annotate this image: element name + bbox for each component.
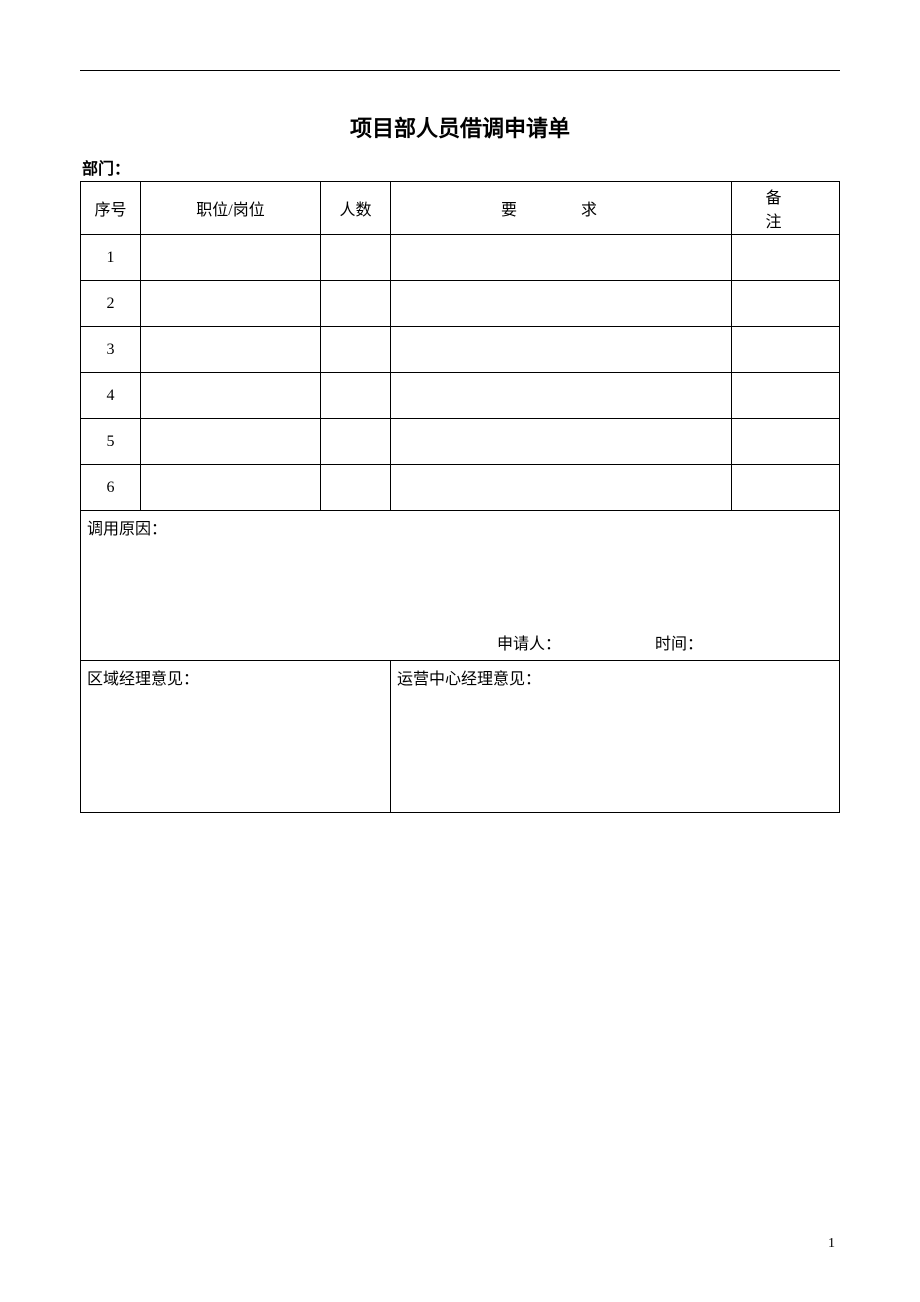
cell-note bbox=[732, 465, 840, 511]
cell-count bbox=[321, 373, 391, 419]
operations-manager-opinion-label: 运营中心经理意见： bbox=[397, 671, 541, 688]
header-divider bbox=[80, 70, 840, 71]
operations-manager-opinion-cell: 运营中心经理意见： bbox=[391, 661, 840, 813]
cell-note bbox=[732, 281, 840, 327]
cell-requirement bbox=[391, 327, 732, 373]
header-seq: 序号 bbox=[81, 182, 141, 235]
cell-count bbox=[321, 235, 391, 281]
cell-count bbox=[321, 327, 391, 373]
table-row: 4 bbox=[81, 373, 840, 419]
table-row: 5 bbox=[81, 419, 840, 465]
cell-note bbox=[732, 419, 840, 465]
cell-seq: 6 bbox=[81, 465, 141, 511]
cell-position bbox=[141, 465, 321, 511]
cell-seq: 3 bbox=[81, 327, 141, 373]
table-row: 1 bbox=[81, 235, 840, 281]
opinion-row: 区域经理意见： 运营中心经理意见： bbox=[81, 661, 840, 813]
cell-position bbox=[141, 373, 321, 419]
document-page: 项目部人员借调申请单 部门： 序号 职位/岗位 人数 要 求 备 注 1 2 bbox=[0, 0, 920, 813]
cell-count bbox=[321, 419, 391, 465]
cell-seq: 4 bbox=[81, 373, 141, 419]
regional-manager-opinion-cell: 区域经理意见： bbox=[81, 661, 391, 813]
header-count: 人数 bbox=[321, 182, 391, 235]
table-row: 2 bbox=[81, 281, 840, 327]
cell-seq: 2 bbox=[81, 281, 141, 327]
application-table: 序号 职位/岗位 人数 要 求 备 注 1 2 3 4 bbox=[80, 181, 840, 813]
header-requirement: 要 求 bbox=[391, 182, 732, 235]
cell-seq: 1 bbox=[81, 235, 141, 281]
cell-requirement bbox=[391, 419, 732, 465]
page-number: 1 bbox=[828, 1236, 835, 1252]
cell-position bbox=[141, 419, 321, 465]
cell-position bbox=[141, 235, 321, 281]
department-label: 部门： bbox=[80, 155, 840, 179]
reason-row: 调用原因： 申请人： 时间： bbox=[81, 511, 840, 661]
applicant-label: 申请人： bbox=[497, 630, 561, 654]
table-row: 6 bbox=[81, 465, 840, 511]
table-row: 3 bbox=[81, 327, 840, 373]
cell-count bbox=[321, 281, 391, 327]
time-label: 时间： bbox=[655, 630, 703, 654]
cell-requirement bbox=[391, 235, 732, 281]
header-position: 职位/岗位 bbox=[141, 182, 321, 235]
cell-requirement bbox=[391, 465, 732, 511]
reason-signature-line: 申请人： 时间： bbox=[81, 630, 839, 654]
cell-note bbox=[732, 373, 840, 419]
cell-requirement bbox=[391, 373, 732, 419]
reason-label: 调用原因： bbox=[87, 521, 167, 538]
cell-position bbox=[141, 327, 321, 373]
reason-cell: 调用原因： 申请人： 时间： bbox=[81, 511, 840, 661]
table-header-row: 序号 职位/岗位 人数 要 求 备 注 bbox=[81, 182, 840, 235]
document-title: 项目部人员借调申请单 bbox=[80, 111, 840, 143]
cell-requirement bbox=[391, 281, 732, 327]
regional-manager-opinion-label: 区域经理意见： bbox=[87, 671, 199, 688]
cell-position bbox=[141, 281, 321, 327]
cell-note bbox=[732, 327, 840, 373]
header-note: 备 注 bbox=[732, 182, 840, 235]
cell-count bbox=[321, 465, 391, 511]
cell-note bbox=[732, 235, 840, 281]
cell-seq: 5 bbox=[81, 419, 141, 465]
